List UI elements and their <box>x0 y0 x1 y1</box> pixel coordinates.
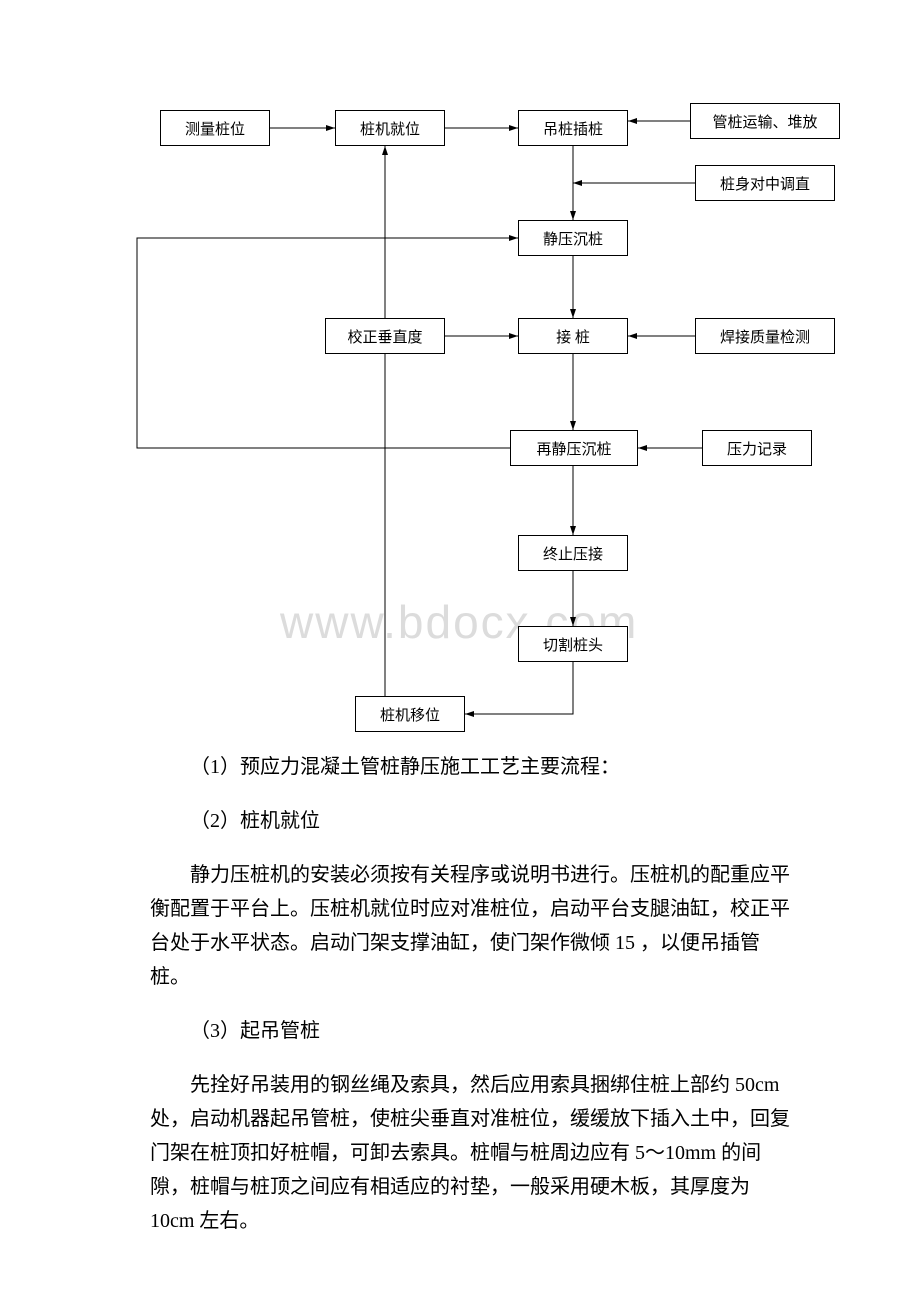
paragraph-4: （3）起吊管桩 <box>150 1014 790 1048</box>
node-joint-pile: 接 桩 <box>518 318 628 354</box>
node-machine-move: 桩机移位 <box>355 696 465 732</box>
node-lift-insert: 吊桩插桩 <box>518 110 628 146</box>
node-align-vertical: 桩身对中调直 <box>695 165 835 201</box>
flowchart-diagram: www.bdocx.com <box>0 0 920 740</box>
paragraph-3: 静力压桩机的安装必须按有关程序或说明书进行。压桩机的配重应平衡配置于平台上。压桩… <box>150 858 790 994</box>
node-measure-position: 测量桩位 <box>160 110 270 146</box>
document-body: （1）预应力混凝土管桩静压施工工艺主要流程： （2）桩机就位 静力压桩机的安装必… <box>150 750 790 1258</box>
node-pressure-record: 压力记录 <box>702 430 812 466</box>
node-correct-vertical: 校正垂直度 <box>325 318 445 354</box>
node-static-press: 静压沉桩 <box>518 220 628 256</box>
paragraph-2: （2）桩机就位 <box>150 804 790 838</box>
paragraph-5: 先拴好吊装用的钢丝绳及索具，然后应用索具捆绑住桩上部约 50cm 处，启动机器起… <box>150 1068 790 1238</box>
paragraph-1: （1）预应力混凝土管桩静压施工工艺主要流程： <box>150 750 790 784</box>
node-transport-stack: 管桩运输、堆放 <box>690 103 840 139</box>
node-weld-quality: 焊接质量检测 <box>695 318 835 354</box>
node-stop-press: 终止压接 <box>518 535 628 571</box>
node-machine-position: 桩机就位 <box>335 110 445 146</box>
node-cut-head: 切割桩头 <box>518 626 628 662</box>
node-repress: 再静压沉桩 <box>510 430 638 466</box>
